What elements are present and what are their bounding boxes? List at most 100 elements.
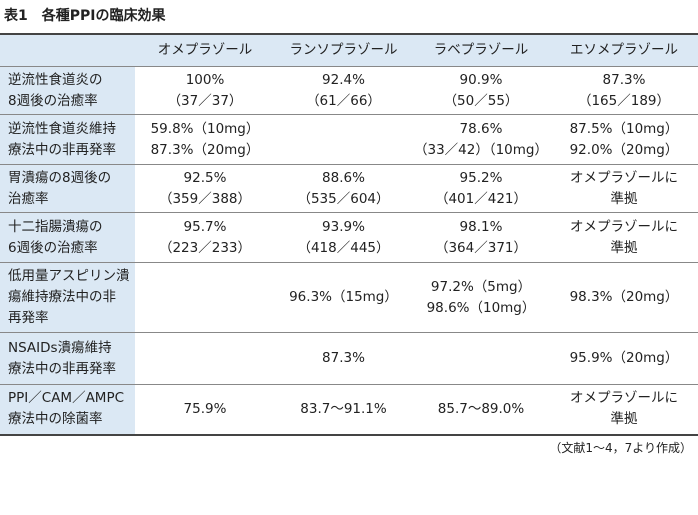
cell-line: 87.3%: [602, 71, 646, 88]
cell-line: 90.9%: [459, 71, 503, 88]
row-label: 逆流性食道炎維持 療法中の非再発率: [0, 114, 135, 165]
corner-cell: [0, 33, 135, 67]
cell-line: 98.6%（10mg）: [426, 299, 536, 316]
table-cell: 78.6% （33／42）（10mg）: [412, 114, 550, 165]
table-cell: 97.2%（5mg） 98.6%（10mg）: [412, 262, 550, 333]
cell-line: 95.7%: [183, 218, 227, 235]
label-line: 胃潰瘍の8週後の: [8, 169, 112, 186]
table: オメプラゾール ランソプラゾール ラベプラゾール エソメプラゾール 逆流性食道炎の 8週…: [0, 33, 698, 436]
label-line: 6週後の治癒率: [8, 239, 98, 256]
cell-line: （401／421）: [434, 190, 528, 207]
footnote: （文献1～4，7より作成）: [549, 441, 692, 455]
label-line: 8週後の治癒率: [8, 92, 98, 109]
cell-line: 準拠: [610, 190, 638, 207]
cell-line: 75.9%: [183, 400, 227, 417]
label-line: NSAIDs潰瘍維持: [8, 339, 112, 356]
cell-line: 96.3%（15mg）: [289, 289, 398, 305]
table-cell: [275, 114, 412, 165]
table-row: PPI／CAM／AMPC 療法中の除菌率 75.9% 83.7～91.1% 85.7～8…: [0, 384, 698, 436]
cell-line: 98.1%: [459, 218, 503, 235]
cell-line: 87.3%: [322, 350, 365, 366]
row-label: NSAIDs潰瘍維持 療法中の非再発率: [0, 332, 135, 385]
cell-line: （165／189）: [577, 92, 671, 109]
cell-line: オメプラゾールに: [570, 218, 678, 235]
cell-line: （535／604）: [297, 190, 390, 207]
table-cell: 92.5% （359／388）: [135, 164, 275, 213]
cell-line: 95.9%（20mg）: [569, 350, 679, 366]
table-cell: 75.9%: [135, 384, 275, 436]
cell-line: 85.7～89.0%: [437, 400, 525, 417]
label-line: 療法中の除菌率: [8, 411, 103, 428]
table-cell: 98.1% （364／371）: [412, 212, 550, 263]
label-line: 瘍維持療法中の非: [8, 289, 116, 305]
cell-line: 88.6%: [322, 169, 365, 186]
row-label: 低用量アスピリン潰 瘍維持療法中の非 再発率: [0, 262, 135, 333]
table-title: 表1 各種PPIの臨床効果: [4, 8, 166, 24]
label-line: 療法中の非再発率: [8, 360, 116, 377]
label-line: PPI／CAM／AMPC: [8, 390, 125, 407]
column-header: エソメプラゾール: [550, 33, 698, 67]
label-line: 十二指腸潰瘍の: [8, 218, 103, 235]
table-cell: 96.3%（15mg）: [275, 262, 412, 333]
cell-line: オメプラゾールに: [570, 390, 678, 407]
table-cell: オメプラゾールに 準拠: [550, 384, 698, 436]
cell-line: 87.3%（20mg）: [150, 141, 260, 158]
row-label: 胃潰瘍の8週後の 治癒率: [0, 164, 135, 213]
column-header: ラベプラゾール: [412, 33, 550, 67]
table-cell: [135, 332, 275, 385]
cell-line: 59.8%（10mg）: [150, 120, 260, 137]
table-cell: 95.7% （223／233）: [135, 212, 275, 263]
table-row: 逆流性食道炎維持 療法中の非再発率 59.8%（10mg） 87.3%（20mg） 78…: [0, 114, 698, 165]
table-cell: 95.2% （401／421）: [412, 164, 550, 213]
table-cell: 95.9%（20mg）: [550, 332, 698, 385]
cell-line: （223／233）: [158, 239, 252, 256]
table-cell: オメプラゾールに 準拠: [550, 164, 698, 213]
table-cell: 87.3% （165／189）: [550, 66, 698, 115]
cell-line: （364／371）: [434, 239, 528, 256]
row-label: 十二指腸潰瘍の 6週後の治癒率: [0, 212, 135, 263]
column-header: オメプラゾール: [135, 33, 275, 67]
table-cell: 93.9% （418／445）: [275, 212, 412, 263]
table-row: 低用量アスピリン潰 瘍維持療法中の非 再発率 96.3%（15mg） 97.2%（5mg…: [0, 262, 698, 333]
table-cell: 100% （37／37）: [135, 66, 275, 115]
table-cell: 85.7～89.0%: [412, 384, 550, 436]
column-header: ランソプラゾール: [275, 33, 412, 67]
table-body: 逆流性食道炎の 8週後の治癒率 100% （37／37） 92.4% （61／66） 90.…: [0, 66, 698, 436]
header-row: オメプラゾール ランソプラゾール ラベプラゾール エソメプラゾール: [0, 33, 698, 67]
table-cell: 87.3%: [275, 332, 412, 385]
table-row: NSAIDs潰瘍維持 療法中の非再発率 87.3% 95.9%（20mg）: [0, 332, 698, 385]
table-row: 胃潰瘍の8週後の 治癒率 92.5% （359／388） 88.6% （535／604） 9…: [0, 164, 698, 213]
row-label: PPI／CAM／AMPC 療法中の除菌率: [0, 384, 135, 436]
cell-line: （37／37）: [167, 92, 243, 109]
table-cell: 98.3%（20mg）: [550, 262, 698, 333]
cell-line: 87.5%（10mg）: [569, 120, 679, 137]
cell-line: 92.5%: [183, 169, 227, 186]
table-cell: 88.6% （535／604）: [275, 164, 412, 213]
cell-line: オメプラゾールに: [570, 169, 678, 186]
label-line: 低用量アスピリン潰: [8, 268, 130, 284]
cell-line: 83.7～91.1%: [300, 400, 387, 417]
cell-line: 98.3%（20mg）: [569, 289, 679, 305]
table-row: 逆流性食道炎の 8週後の治癒率 100% （37／37） 92.4% （61／66） 90.…: [0, 66, 698, 115]
table-row: 十二指腸潰瘍の 6週後の治癒率 95.7% （223／233） 93.9% （418／44…: [0, 212, 698, 263]
cell-line: （418／445）: [297, 239, 390, 256]
table-cell: 90.9% （50／55）: [412, 66, 550, 115]
cell-line: 95.2%: [459, 169, 503, 186]
table-cell: 87.5%（10mg） 92.0%（20mg）: [550, 114, 698, 165]
label-line: 逆流性食道炎の: [8, 71, 103, 88]
cell-line: 93.9%: [322, 218, 365, 235]
label-line: 逆流性食道炎維持: [8, 120, 116, 137]
cell-line: 78.6%: [459, 120, 503, 137]
cell-line: 100%: [185, 71, 225, 88]
row-label: 逆流性食道炎の 8週後の治癒率: [0, 66, 135, 115]
cell-line: （50／55）: [443, 92, 519, 109]
cell-line: 準拠: [610, 239, 638, 256]
table-cell: 59.8%（10mg） 87.3%（20mg）: [135, 114, 275, 165]
cell-line: （33／42）（10mg）: [413, 141, 548, 158]
table-cell: 92.4% （61／66）: [275, 66, 412, 115]
label-line: 再発率: [8, 310, 49, 326]
table-cell: 83.7～91.1%: [275, 384, 412, 436]
table-cell: [412, 332, 550, 385]
cell-line: （359／388）: [158, 190, 252, 207]
